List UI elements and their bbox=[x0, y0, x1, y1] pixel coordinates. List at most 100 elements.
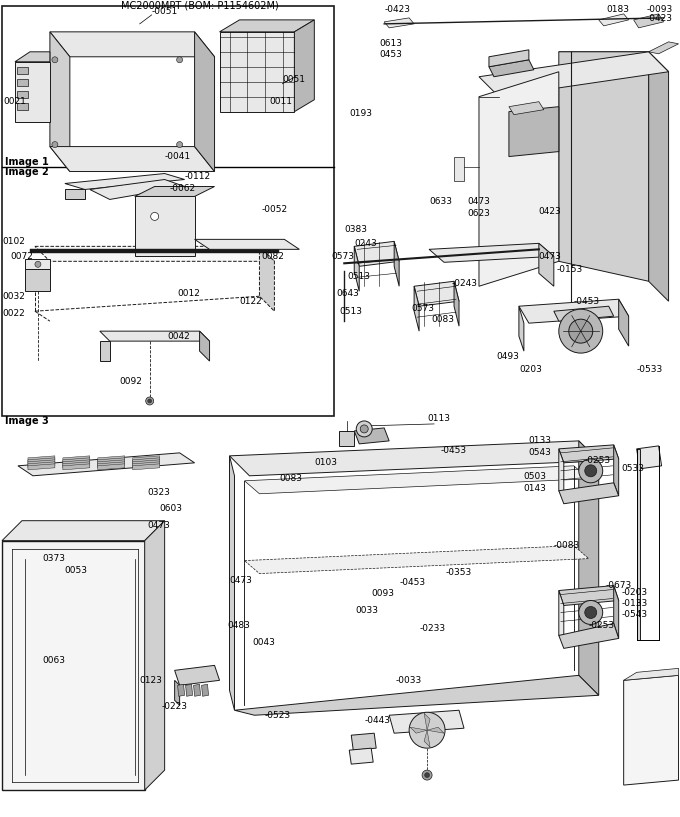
Polygon shape bbox=[220, 32, 294, 112]
Polygon shape bbox=[2, 541, 145, 790]
Polygon shape bbox=[636, 446, 662, 469]
Polygon shape bbox=[135, 196, 194, 257]
Text: 0083: 0083 bbox=[279, 475, 303, 484]
Text: 0022: 0022 bbox=[2, 309, 24, 318]
Text: 0033: 0033 bbox=[355, 606, 378, 615]
Polygon shape bbox=[260, 247, 275, 311]
Text: 0423: 0423 bbox=[539, 207, 562, 216]
Text: 0083: 0083 bbox=[431, 315, 454, 324]
Polygon shape bbox=[17, 78, 28, 86]
Text: 0483: 0483 bbox=[228, 621, 250, 630]
Text: -0453: -0453 bbox=[574, 297, 600, 306]
Text: -0052: -0052 bbox=[261, 205, 288, 214]
Polygon shape bbox=[17, 67, 28, 74]
Polygon shape bbox=[25, 270, 50, 291]
Polygon shape bbox=[579, 441, 598, 695]
Circle shape bbox=[422, 770, 432, 780]
Polygon shape bbox=[479, 72, 559, 286]
Polygon shape bbox=[352, 733, 376, 750]
Polygon shape bbox=[35, 247, 275, 261]
Text: 0021: 0021 bbox=[3, 97, 26, 106]
Circle shape bbox=[579, 459, 602, 483]
Polygon shape bbox=[30, 249, 279, 253]
Polygon shape bbox=[194, 239, 299, 249]
Text: -0353: -0353 bbox=[446, 568, 473, 577]
Circle shape bbox=[177, 57, 183, 63]
Text: 0123: 0123 bbox=[139, 676, 163, 685]
Polygon shape bbox=[194, 685, 201, 696]
Polygon shape bbox=[539, 243, 554, 286]
Polygon shape bbox=[519, 299, 628, 324]
Text: 0533: 0533 bbox=[622, 464, 645, 473]
Text: -0543: -0543 bbox=[622, 610, 648, 619]
Text: -0041: -0041 bbox=[165, 152, 191, 161]
Polygon shape bbox=[598, 14, 628, 26]
Text: 0193: 0193 bbox=[350, 109, 372, 118]
Text: -0233: -0233 bbox=[419, 624, 445, 633]
Text: 0643: 0643 bbox=[337, 288, 359, 297]
Text: -0253: -0253 bbox=[585, 457, 611, 466]
Polygon shape bbox=[194, 32, 215, 172]
Polygon shape bbox=[354, 247, 359, 291]
Text: 0543: 0543 bbox=[529, 449, 551, 458]
Polygon shape bbox=[199, 331, 209, 361]
Polygon shape bbox=[133, 462, 160, 468]
Text: Image 2: Image 2 bbox=[5, 167, 49, 176]
Polygon shape bbox=[559, 449, 564, 493]
Text: 0633: 0633 bbox=[429, 197, 452, 206]
Polygon shape bbox=[509, 101, 544, 114]
Polygon shape bbox=[100, 342, 109, 361]
Polygon shape bbox=[28, 464, 55, 470]
Polygon shape bbox=[63, 462, 90, 468]
Polygon shape bbox=[559, 51, 649, 281]
Polygon shape bbox=[624, 676, 679, 785]
Polygon shape bbox=[177, 685, 184, 696]
Polygon shape bbox=[429, 243, 554, 262]
Polygon shape bbox=[389, 710, 464, 733]
Polygon shape bbox=[201, 685, 209, 696]
Polygon shape bbox=[424, 713, 430, 730]
Polygon shape bbox=[28, 456, 55, 462]
Text: -0423: -0423 bbox=[384, 6, 410, 15]
Polygon shape bbox=[410, 727, 427, 733]
Polygon shape bbox=[294, 20, 314, 112]
Polygon shape bbox=[133, 464, 160, 470]
Text: 0103: 0103 bbox=[314, 458, 337, 467]
Polygon shape bbox=[175, 681, 180, 705]
Text: 0063: 0063 bbox=[42, 656, 65, 665]
Polygon shape bbox=[65, 190, 85, 199]
Text: 0092: 0092 bbox=[120, 377, 143, 386]
Text: 0383: 0383 bbox=[344, 225, 367, 234]
Polygon shape bbox=[133, 456, 160, 462]
Polygon shape bbox=[186, 685, 192, 696]
Text: 0072: 0072 bbox=[10, 252, 33, 261]
Text: -0533: -0533 bbox=[636, 364, 663, 373]
Text: -0153: -0153 bbox=[557, 265, 583, 274]
Text: -0093: -0093 bbox=[647, 6, 673, 15]
Text: -0203: -0203 bbox=[622, 588, 648, 597]
Polygon shape bbox=[245, 466, 589, 493]
Polygon shape bbox=[414, 286, 419, 331]
Polygon shape bbox=[50, 32, 70, 172]
Polygon shape bbox=[624, 668, 679, 681]
Text: -0523: -0523 bbox=[265, 711, 290, 720]
Text: -0453: -0453 bbox=[399, 578, 425, 587]
Text: 0623: 0623 bbox=[467, 209, 490, 218]
Text: 0373: 0373 bbox=[42, 554, 65, 563]
Polygon shape bbox=[98, 460, 124, 466]
Text: -0243: -0243 bbox=[452, 279, 478, 288]
Polygon shape bbox=[63, 456, 90, 462]
Circle shape bbox=[148, 399, 152, 403]
Polygon shape bbox=[649, 42, 679, 54]
Text: 0473: 0473 bbox=[539, 252, 562, 261]
Text: MC2000MPT (BOM: P1154602M): MC2000MPT (BOM: P1154602M) bbox=[120, 1, 278, 11]
Polygon shape bbox=[133, 460, 160, 466]
Polygon shape bbox=[98, 464, 124, 470]
Polygon shape bbox=[350, 748, 373, 764]
Text: -0223: -0223 bbox=[162, 702, 188, 711]
Polygon shape bbox=[394, 241, 399, 286]
Polygon shape bbox=[15, 62, 50, 122]
Text: -0423: -0423 bbox=[647, 15, 673, 24]
Text: 0473: 0473 bbox=[148, 521, 171, 530]
Text: 0513: 0513 bbox=[339, 306, 362, 315]
